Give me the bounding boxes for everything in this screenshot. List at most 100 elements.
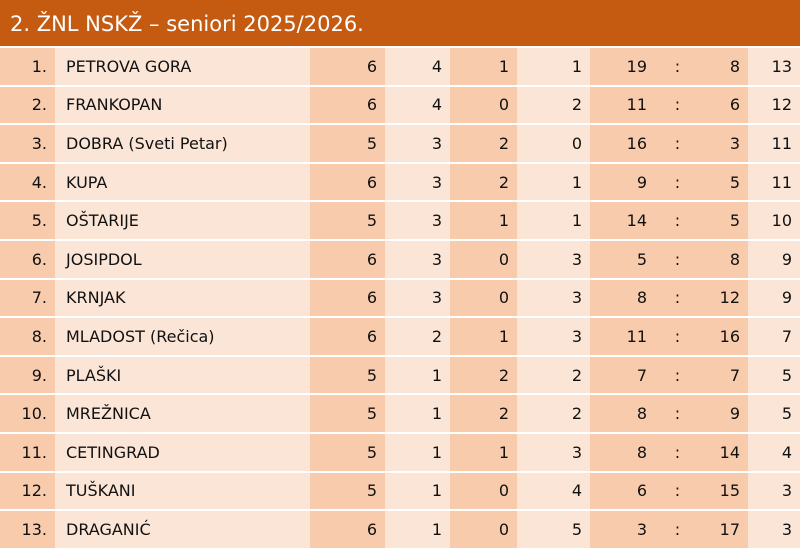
team-name-cell: PLAŠKI <box>55 356 310 394</box>
standings-table: 1. PETROVA GORA 6 4 1 1 19:8 13 2. FRANKOPAN 6 4 0 2 1… <box>0 48 800 550</box>
rank-cell: 3. <box>0 125 55 162</box>
rank-cell: 6. <box>0 240 55 278</box>
points-cell: 7 <box>748 318 800 355</box>
points-cell: 13 <box>748 48 800 85</box>
table-row: 11. CETINGRAD 5 1 1 3 8:14 4 <box>0 433 800 473</box>
won-cell: 3 <box>385 279 450 317</box>
team-name-cell: DOBRA (Sveti Petar) <box>55 125 310 162</box>
played-cell: 6 <box>310 318 385 355</box>
rank-cell: 12. <box>0 472 55 510</box>
lost-cell: 2 <box>517 86 590 124</box>
points-cell: 3 <box>748 472 800 510</box>
team-name-cell: MLADOST (Rečica) <box>55 318 310 355</box>
points-cell: 11 <box>748 125 800 162</box>
goals-separator: : <box>655 511 700 548</box>
rank-cell: 1. <box>0 48 55 85</box>
team-name-cell: CETINGRAD <box>55 433 310 471</box>
goals-against-cell: 16 <box>700 318 748 355</box>
points-cell: 3 <box>748 511 800 548</box>
table-row: 3. DOBRA (Sveti Petar) 5 3 2 0 16:3 11 <box>0 125 800 164</box>
goals-for-cell: 19 <box>590 48 655 85</box>
team-name-cell: PETROVA GORA <box>55 48 310 85</box>
team-name-cell: JOSIPDOL <box>55 240 310 278</box>
table-row: 5. OŠTARIJE 5 3 1 1 14:5 10 <box>0 202 800 241</box>
table-row: 8. MLADOST (Rečica) 6 2 1 3 11:16 7 <box>0 318 800 357</box>
lost-cell: 3 <box>517 433 590 471</box>
team-name-cell: MREŽNICA <box>55 395 310 432</box>
drawn-cell: 2 <box>450 125 517 162</box>
table-row: 7. KRNJAK 6 3 0 3 8:12 9 <box>0 279 800 319</box>
goals-against-cell: 14 <box>700 433 748 471</box>
won-cell: 1 <box>385 395 450 432</box>
played-cell: 5 <box>310 356 385 394</box>
played-cell: 6 <box>310 163 385 201</box>
won-cell: 1 <box>385 356 450 394</box>
goals-for-cell: 16 <box>590 125 655 162</box>
goals-against-cell: 3 <box>700 125 748 162</box>
lost-cell: 3 <box>517 240 590 278</box>
goals-against-cell: 15 <box>700 472 748 510</box>
goals-against-cell: 5 <box>700 202 748 239</box>
rank-cell: 10. <box>0 395 55 432</box>
points-cell: 9 <box>748 279 800 317</box>
lost-cell: 3 <box>517 279 590 317</box>
played-cell: 6 <box>310 48 385 85</box>
rank-cell: 2. <box>0 86 55 124</box>
goals-for-cell: 7 <box>590 356 655 394</box>
table-row: 12. TUŠKANI 5 1 0 4 6:15 3 <box>0 472 800 512</box>
won-cell: 1 <box>385 433 450 471</box>
lost-cell: 2 <box>517 356 590 394</box>
table-row: 9. PLAŠKI 5 1 2 2 7:7 5 <box>0 356 800 396</box>
played-cell: 5 <box>310 395 385 432</box>
goals-against-cell: 5 <box>700 163 748 201</box>
goals-for-cell: 8 <box>590 279 655 317</box>
rank-cell: 13. <box>0 511 55 548</box>
drawn-cell: 1 <box>450 433 517 471</box>
team-name-cell: OŠTARIJE <box>55 202 310 239</box>
table-row: 13. DRAGANIĆ 6 1 0 5 3:17 3 <box>0 511 800 550</box>
goals-against-cell: 8 <box>700 240 748 278</box>
rank-cell: 4. <box>0 163 55 201</box>
rank-cell: 5. <box>0 202 55 239</box>
goals-separator: : <box>655 433 700 471</box>
goals-separator: : <box>655 86 700 124</box>
team-name-cell: KUPA <box>55 163 310 201</box>
played-cell: 6 <box>310 86 385 124</box>
lost-cell: 1 <box>517 48 590 85</box>
lost-cell: 1 <box>517 163 590 201</box>
goals-against-cell: 6 <box>700 86 748 124</box>
goals-against-cell: 9 <box>700 395 748 432</box>
team-name-cell: DRAGANIĆ <box>55 511 310 548</box>
rank-cell: 7. <box>0 279 55 317</box>
lost-cell: 1 <box>517 202 590 239</box>
drawn-cell: 2 <box>450 395 517 432</box>
lost-cell: 5 <box>517 511 590 548</box>
table-title: 2. ŽNL NSKŽ – seniori 2025/2026. <box>0 0 800 48</box>
rank-cell: 11. <box>0 433 55 471</box>
goals-separator: : <box>655 48 700 85</box>
drawn-cell: 1 <box>450 202 517 239</box>
drawn-cell: 1 <box>450 48 517 85</box>
goals-separator: : <box>655 202 700 239</box>
table-row: 10. MREŽNICA 5 1 2 2 8:9 5 <box>0 395 800 434</box>
table-row: 2. FRANKOPAN 6 4 0 2 11:6 12 <box>0 86 800 126</box>
points-cell: 4 <box>748 433 800 471</box>
rank-cell: 8. <box>0 318 55 355</box>
goals-for-cell: 9 <box>590 163 655 201</box>
lost-cell: 0 <box>517 125 590 162</box>
points-cell: 10 <box>748 202 800 239</box>
lost-cell: 4 <box>517 472 590 510</box>
goals-for-cell: 5 <box>590 240 655 278</box>
goals-against-cell: 12 <box>700 279 748 317</box>
goals-for-cell: 11 <box>590 318 655 355</box>
won-cell: 3 <box>385 125 450 162</box>
drawn-cell: 1 <box>450 318 517 355</box>
won-cell: 3 <box>385 240 450 278</box>
played-cell: 5 <box>310 433 385 471</box>
goals-against-cell: 8 <box>700 48 748 85</box>
goals-for-cell: 8 <box>590 395 655 432</box>
points-cell: 5 <box>748 356 800 394</box>
team-name-cell: FRANKOPAN <box>55 86 310 124</box>
played-cell: 6 <box>310 240 385 278</box>
points-cell: 9 <box>748 240 800 278</box>
